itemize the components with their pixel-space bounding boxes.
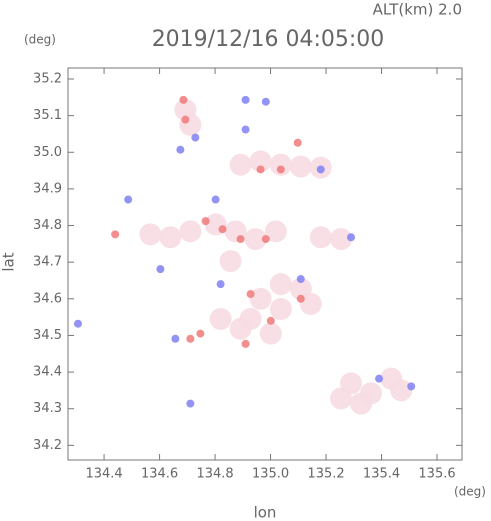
echo-point (289, 155, 312, 178)
echo-point (218, 225, 227, 234)
x-tick-label: 135.2 (307, 467, 344, 482)
echo-point (256, 165, 265, 174)
echo-point (407, 382, 416, 391)
echo-point (73, 319, 82, 328)
plot-marks (73, 95, 416, 415)
echo-point (249, 287, 272, 310)
echo-point (156, 265, 165, 274)
echo-point (309, 226, 332, 249)
echo-point (124, 195, 133, 204)
echo-point (269, 273, 292, 296)
echo-point (350, 392, 373, 415)
echo-point (266, 316, 275, 325)
echo-point (246, 290, 255, 299)
plot-frame (67, 67, 463, 461)
y-tick-label: 34.8 (33, 218, 62, 233)
echo-point (229, 153, 252, 176)
echo-point (261, 97, 270, 106)
y-tick-label: 34.9 (33, 181, 62, 196)
echo-point (179, 95, 188, 104)
echo-point (209, 307, 232, 330)
echo-point (171, 334, 180, 343)
y-tick-label: 34.2 (33, 438, 62, 453)
echo-point (293, 138, 302, 147)
x-unit: (deg) (454, 485, 486, 499)
echo-point (181, 115, 190, 124)
x-tick-label: 135.4 (363, 467, 400, 482)
echo-point (216, 280, 225, 289)
echo-point (179, 220, 202, 243)
echo-point (219, 250, 242, 273)
echo-point (259, 322, 282, 345)
echo-point (159, 226, 182, 249)
echo-point (186, 334, 195, 343)
echo-point (236, 235, 245, 244)
y-tick-label: 34.7 (33, 255, 62, 270)
y-unit: (deg) (24, 33, 56, 47)
echo-point (241, 339, 250, 348)
echo-point (276, 165, 285, 174)
x-tick-label: 134.4 (85, 467, 122, 482)
y-tick-label: 35.2 (33, 71, 62, 86)
echo-point (296, 294, 305, 303)
echo-point (390, 379, 413, 402)
echo-point (330, 228, 353, 251)
echo-point (176, 145, 185, 154)
x-tick-label: 134.6 (141, 467, 178, 482)
echo-point (241, 95, 250, 104)
y-tick-label: 34.6 (33, 291, 62, 306)
echo-point (229, 317, 252, 340)
echo-point (296, 275, 305, 284)
x-axis-label: lon (254, 504, 277, 521)
echo-point (269, 298, 292, 321)
subtitle: ALT(km) 2.0 (373, 1, 462, 19)
echo-point (244, 228, 267, 251)
echo-point (191, 133, 200, 142)
echo-point (264, 220, 287, 243)
x-tick-label: 135.0 (252, 467, 289, 482)
echo-point (347, 233, 356, 242)
echo-point (316, 165, 325, 174)
echo-point (111, 230, 120, 239)
echo-point (330, 387, 353, 410)
echo-point (196, 329, 205, 338)
echo-point (299, 292, 322, 315)
y-axis-label: lat (0, 252, 18, 271)
y-tick-label: 34.5 (33, 328, 62, 343)
y-tick-label: 35.0 (33, 145, 62, 160)
echo-point (211, 195, 220, 204)
x-tick-label: 134.8 (196, 467, 233, 482)
echo-point (139, 223, 162, 246)
y-tick-label: 34.3 (33, 401, 62, 416)
echo-point (269, 153, 292, 176)
echo-point (186, 399, 195, 408)
x-tick-label: 135.6 (418, 467, 455, 482)
chart-title: 2019/12/16 04:05:00 (152, 27, 385, 52)
echo-point (249, 150, 272, 173)
echo-point (261, 235, 270, 244)
echo-point (241, 125, 250, 134)
y-tick-label: 35.1 (33, 108, 62, 123)
y-tick-label: 34.4 (33, 365, 62, 380)
echo-point (201, 217, 210, 226)
echo-point (375, 374, 384, 383)
